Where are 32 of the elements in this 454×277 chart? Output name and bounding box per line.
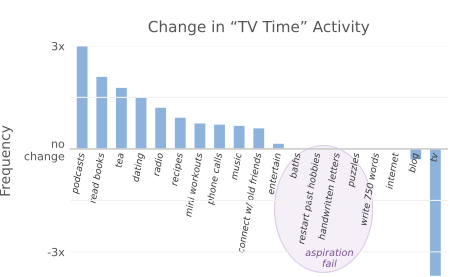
x-tick-label: dating xyxy=(132,152,146,182)
bar xyxy=(96,76,108,149)
x-tick-label: music xyxy=(230,152,242,180)
x-tick-label: tea xyxy=(115,153,124,168)
bar xyxy=(194,124,206,149)
bar xyxy=(234,126,245,149)
x-tick-label: radio xyxy=(152,152,164,176)
x-tick-label: recipes xyxy=(170,152,185,186)
x-tick-label: baths xyxy=(289,152,301,178)
bar xyxy=(253,128,264,149)
x-tick-label: write 750 words xyxy=(359,152,380,226)
bar xyxy=(136,97,146,149)
x-tick-label: internet xyxy=(386,152,399,190)
x-tick-label: blog xyxy=(408,152,420,174)
bar xyxy=(174,118,186,149)
bar xyxy=(155,108,166,149)
annotation: aspiration fail xyxy=(306,248,354,267)
bar xyxy=(430,148,441,276)
y-axis-title: Frequency xyxy=(0,125,13,196)
bar xyxy=(76,46,88,149)
bar xyxy=(214,124,225,149)
x-tick-label: phone calls xyxy=(206,152,224,206)
x-tick-label: read books xyxy=(88,152,104,204)
chart-title: Change in “TV Time” Activity xyxy=(148,20,370,36)
x-tick-label: podcasts xyxy=(70,152,86,194)
bar xyxy=(116,88,127,149)
x-tick-label: tv xyxy=(430,152,438,162)
y-tick-label: no change xyxy=(24,142,64,163)
y-tick-label: -3x xyxy=(48,248,64,256)
x-tick-label: puzzles xyxy=(346,152,362,188)
x-tick-label: entertain xyxy=(266,152,281,195)
y-tick-label: 3x xyxy=(52,42,64,50)
